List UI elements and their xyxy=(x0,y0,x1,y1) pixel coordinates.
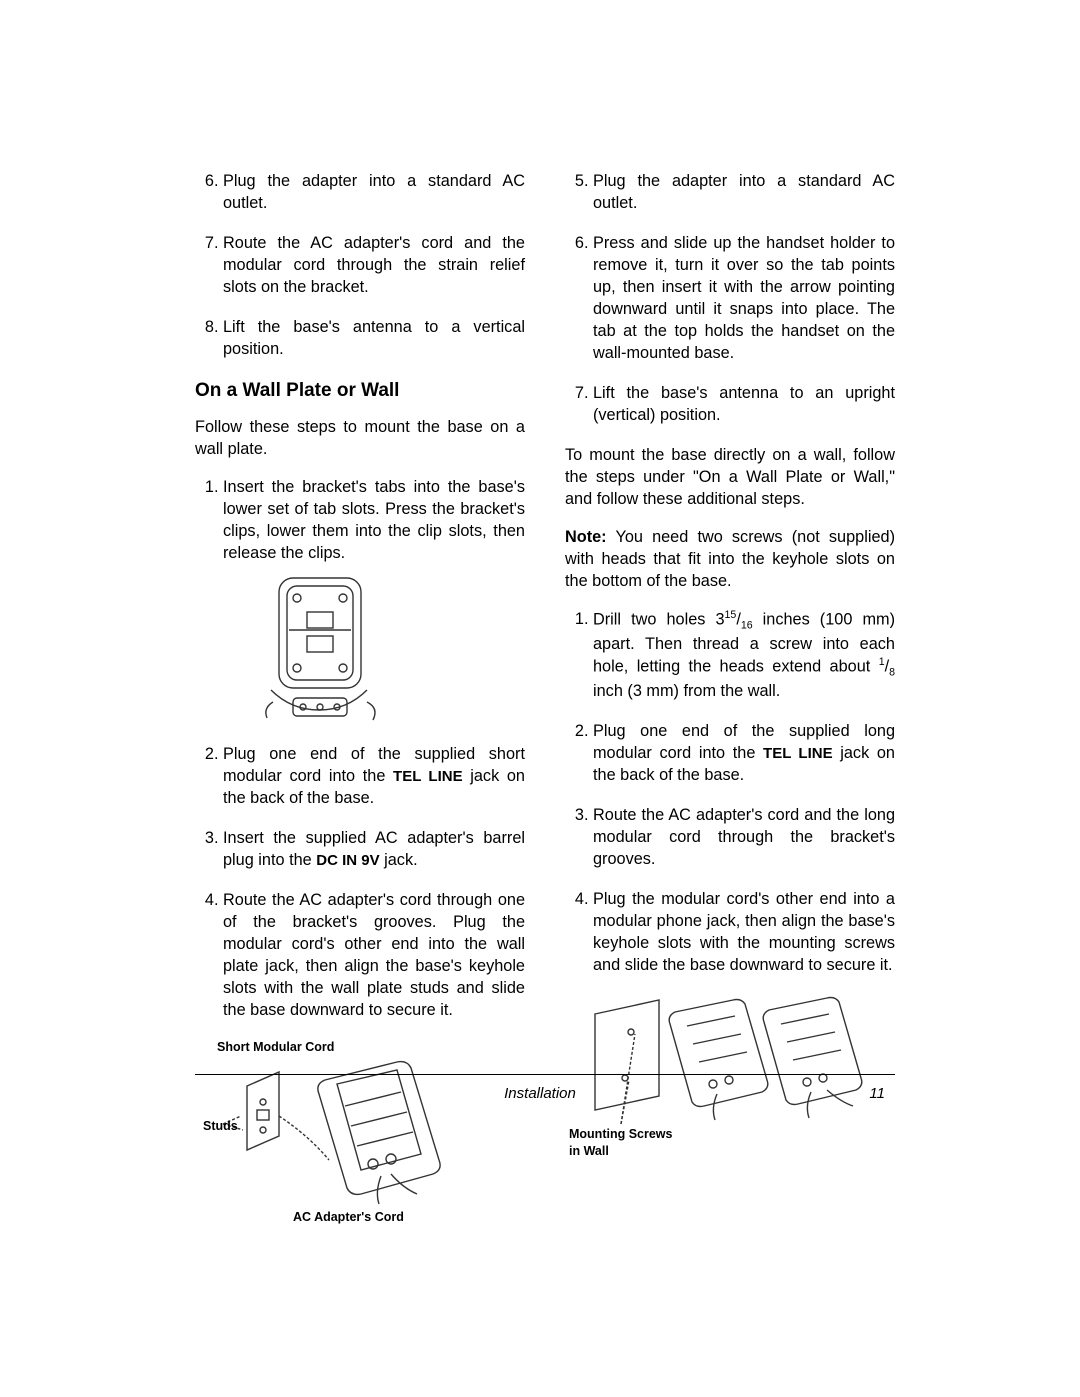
wd3-text: Route the AC adapter's cord and the long… xyxy=(593,806,895,868)
right-steps-5-7: Plug the adapter into a standard AC outl… xyxy=(565,170,895,426)
cap-studs-text: Studs xyxy=(203,1119,238,1133)
cap-ac-cord: AC Adapter's Cord xyxy=(293,1209,613,1226)
wall-plate-intro: Follow these steps to mount the base on … xyxy=(195,416,525,460)
step-8: Lift the base's antenna to a vertical po… xyxy=(223,316,525,360)
footer-rule xyxy=(195,1074,895,1075)
wd1sub2: 8 xyxy=(889,667,895,679)
continued-steps-6-8: Plug the adapter into a standard AC outl… xyxy=(195,170,525,360)
r-step-5: Plug the adapter into a standard AC outl… xyxy=(593,170,895,214)
cap-studs: Studs xyxy=(203,1118,243,1135)
wd1a: Drill two holes 3 xyxy=(593,610,725,628)
mount-direct-intro: To mount the base directly on a wall, fo… xyxy=(565,444,895,510)
wp-step-1-text: Insert the bracket's tabs into the base'… xyxy=(223,478,525,562)
wd-step-4: Plug the modular cord's other end into a… xyxy=(593,888,895,976)
wall-plate-steps: Insert the bracket's tabs into the base'… xyxy=(195,476,525,1022)
r-step-6: Press and slide up the handset holder to… xyxy=(593,232,895,364)
wp-step-3: Insert the supplied AC adapter's barrel … xyxy=(223,827,525,871)
step-8-text: Lift the base's antenna to a vertical po… xyxy=(223,318,525,358)
wd-step-1: Drill two holes 315/16 inches (100 mm) a… xyxy=(593,608,895,702)
r-step-7: Lift the base's antenna to an upright (v… xyxy=(593,382,895,426)
figure-bracket xyxy=(223,570,525,725)
wall-plate-heading: On a Wall Plate or Wall xyxy=(195,378,525,404)
figure-wall-mount: Mounting Screws in Wall xyxy=(565,994,895,1160)
r-step-6-text: Press and slide up the handset holder to… xyxy=(593,234,895,362)
note-label: Note: xyxy=(565,528,607,546)
note-body: You need two screws (not supplied) with … xyxy=(565,528,895,590)
wd1sub: 16 xyxy=(741,620,753,632)
wd1c: inch (3 mm) from the wall. xyxy=(593,682,780,700)
footer-section-label: Installation xyxy=(0,1085,1080,1102)
wp3b: DC IN 9V xyxy=(316,852,379,869)
wp-step-4-text: Route the AC adapter's cord through one … xyxy=(223,891,525,1019)
wp2b: TEL LINE xyxy=(393,768,463,785)
cap-mount-line2: in Wall xyxy=(569,1143,895,1160)
step-6: Plug the adapter into a standard AC outl… xyxy=(223,170,525,214)
cap-short-cord: Short Modular Cord xyxy=(217,1039,525,1056)
step-6-text: Plug the adapter into a standard AC outl… xyxy=(223,172,525,212)
wall-direct-steps: Drill two holes 315/16 inches (100 mm) a… xyxy=(565,608,895,976)
wp-step-2: Plug one end of the supplied short modul… xyxy=(223,743,525,809)
step-7-text: Route the AC adapter's cord and the modu… xyxy=(223,234,525,296)
wp-step-1: Insert the bracket's tabs into the base'… xyxy=(223,476,525,725)
wp-step-4: Route the AC adapter's cord through one … xyxy=(223,889,525,1021)
wd1sup: 15 xyxy=(725,609,737,621)
wd4-text: Plug the modular cord's other end into a… xyxy=(593,890,895,974)
wallplate-diagram-icon xyxy=(205,1056,465,1206)
wd-step-3: Route the AC adapter's cord and the long… xyxy=(593,804,895,870)
r-step-7-text: Lift the base's antenna to an upright (v… xyxy=(593,384,895,424)
wd-step-2: Plug one end of the supplied long modula… xyxy=(593,720,895,786)
wall-mount-diagram-icon xyxy=(565,994,865,1144)
figure-wallplate: Short Modular Cord xyxy=(205,1039,525,1246)
bracket-diagram-icon xyxy=(253,570,388,725)
wd2b: TEL LINE xyxy=(763,745,833,762)
r-step-5-text: Plug the adapter into a standard AC outl… xyxy=(593,172,895,212)
footer-page-number: 11 xyxy=(869,1085,885,1102)
page: Plug the adapter into a standard AC outl… xyxy=(0,0,1080,1397)
note-paragraph: Note: You need two screws (not supplied)… xyxy=(565,526,895,592)
wp3c: jack. xyxy=(380,851,418,869)
step-7: Route the AC adapter's cord and the modu… xyxy=(223,232,525,298)
